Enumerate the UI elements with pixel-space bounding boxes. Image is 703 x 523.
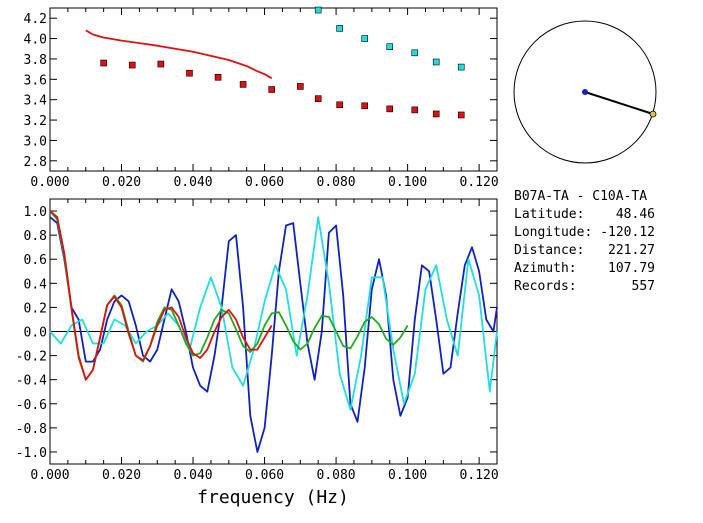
info-value-distance: 221.27 (608, 243, 655, 258)
coherency-chart: 0.000 0.020 0.040 0.060 0.080 0.100 0.120 1.0 0.… (16, 198, 499, 483)
velocity-point (457, 63, 465, 71)
coherency-y-tick-label: 0.0 (24, 326, 47, 341)
info-value-longitude: -120.12 (600, 225, 655, 240)
coherency-y-tick-label: -0.4 (16, 374, 47, 389)
velocity-x-tick-label: 0.040 (173, 175, 212, 190)
coherency-x-tick-label: 0.120 (460, 468, 499, 483)
coherency-y-tick-label: -1.0 (16, 446, 47, 461)
velocity-point (411, 106, 419, 114)
velocity-y-tick-label: 2.8 (24, 155, 47, 170)
velocity-point (386, 105, 394, 113)
velocity-point (411, 49, 419, 57)
info-label-longitude: Longitude: (514, 225, 592, 240)
station-end-marker (649, 110, 657, 118)
info-value-azimuth: 107.79 (608, 261, 655, 276)
station-dot (582, 89, 588, 95)
velocity-point (268, 86, 276, 93)
coherency-series-line-3 (49, 210, 273, 381)
velocity-y-tick-label: 3.8 (24, 53, 47, 68)
velocity-point (386, 43, 394, 51)
velocity-y-tick-label: 3.0 (24, 134, 47, 149)
velocity-series-line-2 (85, 29, 273, 80)
velocity-point (128, 61, 136, 69)
velocity-point (186, 69, 193, 77)
velocity-x-tick-label: 0.100 (388, 175, 427, 190)
station-pair: B07A-TA - C10A-TA (514, 189, 647, 204)
velocity-y-tick-label: 3.6 (24, 73, 47, 88)
velocity-y-tick-label: 4.0 (24, 33, 47, 48)
velocity-x-tick-label: 0.000 (30, 175, 69, 190)
coherency-x-tick-label: 0.060 (245, 468, 284, 483)
info-label-records: Records: (514, 279, 577, 294)
info-panel: B07A-TA - C10A-TA Latitude: 48.46 Longit… (514, 189, 655, 294)
velocity-point (336, 101, 343, 109)
velocity-point (361, 35, 368, 42)
coherency-x-tick-label: 0.080 (317, 468, 356, 483)
coherency-x-tick-label: 0.100 (388, 468, 427, 483)
coherency-y-tick-label: -0.6 (16, 398, 47, 413)
coherency-y-tick-label: -0.2 (16, 350, 47, 365)
station-map (513, 20, 657, 164)
coherency-y-tick-label: 0.4 (24, 277, 48, 292)
velocity-point (361, 102, 368, 110)
velocity-point (457, 111, 465, 119)
coherency-y-tick-label: 0.6 (24, 253, 47, 268)
velocity-point (432, 58, 440, 66)
velocity-point (297, 83, 304, 90)
coherency-y-tick-label: 0.8 (24, 229, 47, 244)
map-circle (513, 20, 657, 164)
velocity-point (100, 59, 107, 67)
coherency-y-tick-label: -0.8 (16, 422, 47, 437)
coherency-x-tick-label: 0.000 (30, 468, 69, 483)
velocity-point (157, 60, 165, 68)
velocity-point (239, 81, 247, 88)
info-value-latitude: 48.46 (616, 207, 655, 222)
x-axis-label: frequency (Hz) (197, 487, 349, 508)
coherency-x-tick-label: 0.020 (102, 468, 141, 483)
coherency-y-tick-label: 1.0 (24, 205, 47, 220)
velocity-x-tick-label: 0.120 (460, 175, 499, 190)
velocity-x-tick-label: 0.060 (245, 175, 284, 190)
velocity-y-tick-label: 3.2 (24, 114, 47, 129)
velocity-point (214, 73, 222, 81)
velocity-y-tick-label: 3.4 (24, 94, 48, 109)
coherency-x-tick-label: 0.040 (173, 468, 212, 483)
velocity-point (314, 6, 322, 14)
velocity-point (432, 110, 440, 118)
velocity-x-tick-label: 0.020 (102, 175, 141, 190)
coherency-series-line-1 (49, 216, 498, 411)
velocity-point (314, 95, 322, 102)
info-label-azimuth: Azimuth: (514, 261, 577, 276)
coherency-series-line-2 (49, 210, 409, 381)
info-label-distance: Distance: (514, 243, 584, 258)
coherency-y-tick-label: 0.2 (24, 301, 47, 316)
velocity-y-tick-label: 4.2 (24, 12, 47, 27)
coherency-series-line-0 (49, 216, 498, 453)
velocity-x-tick-label: 0.080 (317, 175, 356, 190)
azimuth-line (584, 91, 654, 115)
info-label-latitude: Latitude: (514, 207, 584, 222)
info-value-records: 557 (632, 279, 655, 294)
velocity-chart: 0.000 0.020 0.040 0.060 0.080 0.100 0.120 2.8 3.… (24, 6, 499, 190)
velocity-frame (49, 7, 498, 172)
velocity-point (336, 25, 343, 32)
